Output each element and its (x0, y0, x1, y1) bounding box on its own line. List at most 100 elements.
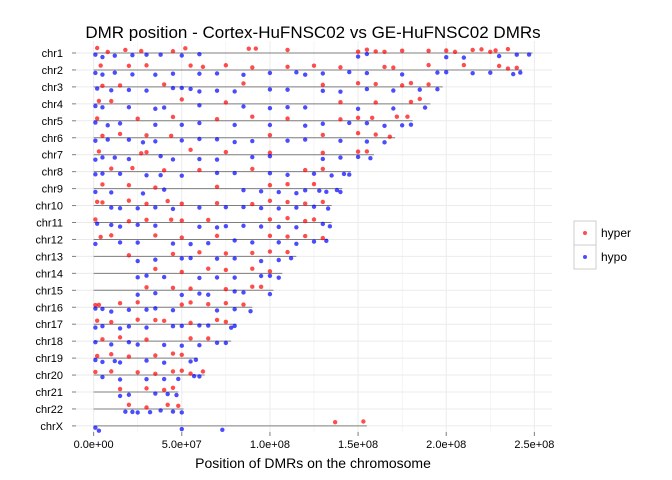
dmr-point-hypo (258, 189, 264, 194)
dmr-point-hypo (311, 239, 317, 244)
dmr-point-hypo (188, 241, 193, 247)
dmr-point-hypo (117, 240, 123, 245)
dmr-point-hyper (223, 287, 229, 292)
dmr-point-hypo (232, 275, 237, 280)
dmr-point-hyper (179, 302, 184, 307)
dmr-point-hypo (197, 205, 202, 210)
dmr-point-hypo (267, 291, 273, 297)
dmr-point-hypo (140, 191, 146, 196)
dmr-point-hypo (170, 157, 176, 162)
dmr-point-hypo (93, 306, 98, 311)
dmr-point-hypo (197, 342, 202, 348)
dmr-point-hypo (214, 170, 220, 176)
dmr-point-hypo (117, 206, 123, 211)
dmr-point-hyper (109, 98, 114, 104)
dmr-point-hyper (302, 201, 308, 206)
dmr-point-hypo (294, 70, 299, 75)
dmr-point-hyper (320, 150, 326, 155)
y-tick-label: chr5 (42, 116, 63, 128)
dmr-point-hypo (241, 204, 246, 210)
dmr-point-hyper (426, 82, 431, 87)
dmr-point-hypo (144, 173, 149, 178)
y-tick-label: chr1 (42, 48, 63, 60)
dmr-point-hypo (276, 206, 281, 211)
dmr-point-hypo (408, 122, 414, 127)
dmr-point-hypo (232, 122, 237, 128)
dmr-point-hypo (241, 187, 246, 193)
dmr-point-hypo (526, 52, 532, 57)
dmr-point-hypo (511, 71, 516, 77)
dmr-point-hypo (179, 173, 184, 178)
dmr-point-hyper (126, 402, 132, 407)
dmr-point-hyper (135, 116, 140, 121)
dmr-point-hyper (267, 269, 273, 274)
dmr-point-hyper (117, 386, 123, 392)
dmr-point-hypo (197, 136, 202, 142)
dmr-point-hyper (100, 200, 105, 205)
dmr-point-hypo (153, 122, 158, 127)
y-axis-ticks: chr1 chr2 chr3 chr4 chr5 chr6 chr7 chr8 chr9 chr1… (35, 48, 76, 433)
dmr-point-hypo (317, 188, 322, 193)
dmr-point-hyper (169, 217, 174, 222)
dmr-point-hypo (197, 103, 202, 108)
dmr-point-hyper (369, 115, 375, 120)
dmr-point-hyper (267, 132, 273, 138)
dmr-point-hypo (126, 307, 132, 312)
dmr-point-hyper (153, 185, 158, 190)
dmr-point-hyper (98, 234, 103, 240)
dmr-point-hyper (355, 81, 361, 86)
dmr-point-hypo (197, 323, 202, 328)
dmr-point-hyper (461, 62, 467, 68)
dmr-point-hypo (112, 155, 117, 160)
dmr-point-hyper (302, 218, 308, 224)
dmr-point-hypo (302, 105, 308, 110)
dmr-point-hypo (93, 157, 98, 162)
dmr-point-hypo (144, 273, 149, 278)
dmr-point-hyper (197, 167, 202, 173)
dmr-point-hypo (93, 241, 98, 247)
dmr-point-hypo (117, 377, 123, 382)
dmr-point-hypo (276, 189, 281, 195)
dmr-point-hypo (214, 137, 220, 142)
dmr-point-hyper (93, 302, 98, 308)
dmr-point-hyper (355, 130, 361, 136)
dmr-point-hypo (214, 71, 220, 76)
dmr-point-hypo (197, 275, 202, 281)
dmr-point-hypo (258, 258, 264, 264)
dmr-point-hyper (373, 100, 378, 105)
dmr-point-hyper (267, 249, 273, 254)
dmr-point-hyper (250, 166, 255, 172)
dmr-point-hypo (117, 393, 123, 399)
dmr-point-hypo (174, 392, 179, 398)
dmr-point-hyper (426, 48, 431, 54)
dmr-point-hypo (444, 70, 449, 75)
dmr-point-hypo (325, 206, 331, 211)
dmr-point-hyper (479, 47, 484, 52)
dmr-point-hypo (382, 140, 387, 145)
dmr-point-hypo (135, 222, 140, 228)
dmr-point-hypo (100, 72, 105, 77)
dmr-point-hypo (302, 137, 308, 142)
y-tick-label: chr16 (35, 302, 63, 314)
dmr-point-hypo (470, 70, 475, 76)
dmr-point-hypo (100, 359, 105, 365)
dmr-point-hyper (373, 81, 378, 87)
dmr-point-hypo (179, 53, 184, 58)
dmr-point-hypo (153, 205, 158, 210)
dmr-point-hypo (179, 426, 184, 432)
dmr-point-hypo (197, 374, 202, 379)
dmr-point-hypo (197, 224, 202, 230)
dmr-point-hyper (246, 46, 251, 51)
dmr-point-hypo (311, 204, 317, 209)
dmr-point-hyper (405, 114, 410, 119)
dmr-point-hypo (435, 70, 440, 75)
dmr-point-hypo (109, 205, 114, 210)
dmr-point-hypo (267, 171, 273, 176)
x-tick-label: 2.0e+08 (426, 439, 466, 451)
dmr-point-hypo (135, 342, 140, 347)
dmr-point-hypo (153, 139, 158, 144)
dmr-point-hypo (258, 205, 264, 211)
dmr-point-hypo (206, 292, 211, 297)
dmr-point-hypo (399, 123, 405, 128)
dmr-point-hypo (214, 157, 220, 162)
